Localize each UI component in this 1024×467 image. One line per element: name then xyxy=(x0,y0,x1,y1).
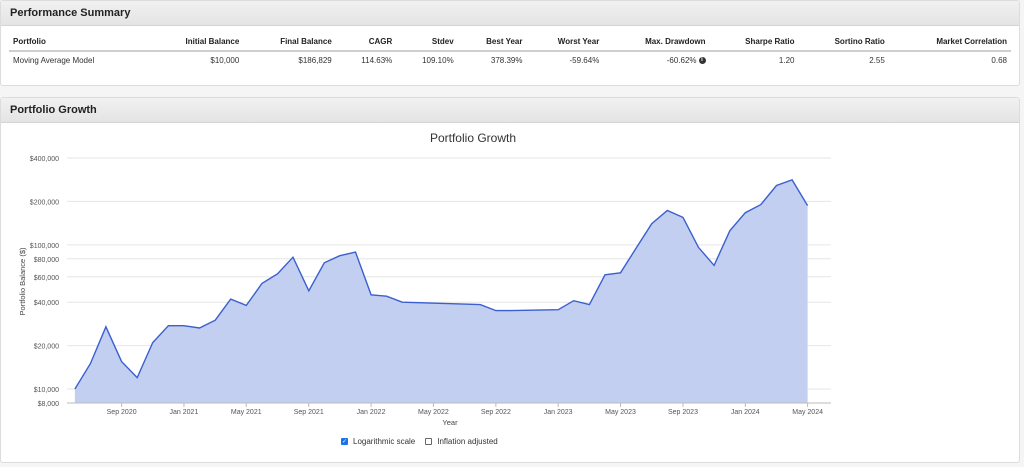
x-tick-label: Jan 2024 xyxy=(731,409,760,416)
max-drawdown-value: -60.62% xyxy=(666,56,697,65)
portfolio-growth-chart: $400,000 $200,000 $100,000 $80,000 $60,000 $4… xyxy=(18,131,831,427)
cell-portfolio: Moving Average Model xyxy=(13,56,95,65)
cell-stdev: 109.10% xyxy=(422,56,454,65)
cell-sortino: 2.55 xyxy=(869,56,885,65)
series-area xyxy=(74,179,808,403)
cell-max-drawdown: -60.62% i xyxy=(603,51,709,69)
x-tick-label: May 2024 xyxy=(792,409,823,416)
col-portfolio: Portfolio xyxy=(9,34,148,52)
cell-sharpe: 1.20 xyxy=(778,56,795,65)
performance-summary-panel: Performance Summary Portfolio Initial Ba… xyxy=(0,0,1020,86)
y-tick-label: $60,000 xyxy=(34,275,59,282)
cell-cagr: 114.63% xyxy=(361,56,393,65)
log-scale-checkbox[interactable]: ✓ xyxy=(341,438,348,445)
x-axis-label: Year xyxy=(442,418,458,427)
portfolio-growth-panel: Portfolio Growth $400,000 $200,000 $100,00… xyxy=(0,97,1020,463)
x-tick-label: Sep 2020 xyxy=(107,409,137,416)
y-axis-label: Portfolio Balance ($) xyxy=(18,247,27,315)
y-tick-label: $400,000 xyxy=(30,156,59,163)
y-tick-label: $100,000 xyxy=(30,243,59,250)
x-tick-label: Jan 2021 xyxy=(170,409,199,416)
log-scale-toggle[interactable]: ✓ Logarithmic scale xyxy=(341,437,415,446)
y-tick-label: $200,000 xyxy=(30,199,59,206)
y-tick-label: $40,000 xyxy=(34,300,59,307)
x-tick-label: May 2021 xyxy=(231,409,262,416)
portfolio-growth-title: Portfolio Growth xyxy=(1,98,1019,123)
col-max-drawdown: Max. Drawdown xyxy=(603,34,710,52)
col-final-balance: Final Balance xyxy=(243,34,336,52)
log-scale-label: Logarithmic scale xyxy=(353,437,416,446)
inflation-label: Inflation adjusted xyxy=(437,437,498,446)
x-tick-label: Sep 2021 xyxy=(294,409,324,416)
cell-best-year: 378.39% xyxy=(490,56,523,65)
performance-table: Portfolio Initial Balance Final Balance … xyxy=(9,34,1011,69)
col-cagr: CAGR xyxy=(335,34,397,52)
series-line xyxy=(74,179,809,390)
x-tick-label: May 2022 xyxy=(418,409,449,416)
x-tick-label: Sep 2023 xyxy=(668,409,698,416)
col-market-correlation: Market Correlation xyxy=(888,34,1011,52)
y-tick-label: $20,000 xyxy=(34,344,59,351)
cell-worst-year: -59.64% xyxy=(569,56,600,65)
col-best-year: Best Year xyxy=(457,34,527,52)
y-tick-label: $10,000 xyxy=(34,387,59,394)
performance-summary-title: Performance Summary xyxy=(1,1,1019,26)
col-initial-balance: Initial Balance xyxy=(147,34,244,52)
info-icon[interactable]: i xyxy=(698,57,706,65)
cell-final-balance: $186,829 xyxy=(298,56,332,65)
chart-options: ✓ Logarithmic scale Inflation adjusted xyxy=(341,437,508,446)
cell-initial-balance: $10,000 xyxy=(210,56,240,65)
inflation-checkbox[interactable] xyxy=(425,438,433,445)
y-tick-label: $8,000 xyxy=(38,401,60,408)
x-tick-label: Jan 2022 xyxy=(357,409,386,416)
x-tick-label: Jan 2023 xyxy=(544,409,573,416)
chart-title: Portfolio Growth xyxy=(430,131,516,145)
col-stdev: Stdev xyxy=(396,34,458,52)
cell-market-correlation: 0.68 xyxy=(991,56,1007,65)
table-row: Moving Average Model $10,000 $186,829 11… xyxy=(9,51,1011,69)
col-worst-year: Worst Year xyxy=(526,34,604,52)
inflation-toggle[interactable]: Inflation adjusted xyxy=(425,437,498,446)
table-header-row: Portfolio Initial Balance Final Balance … xyxy=(9,34,1011,52)
col-sharpe: Sharpe Ratio xyxy=(709,34,799,52)
x-tick-label: May 2023 xyxy=(605,409,636,416)
x-tick-label: Sep 2022 xyxy=(481,409,511,416)
y-tick-label: $80,000 xyxy=(34,257,59,264)
col-sortino: Sortino Ratio xyxy=(798,34,889,52)
